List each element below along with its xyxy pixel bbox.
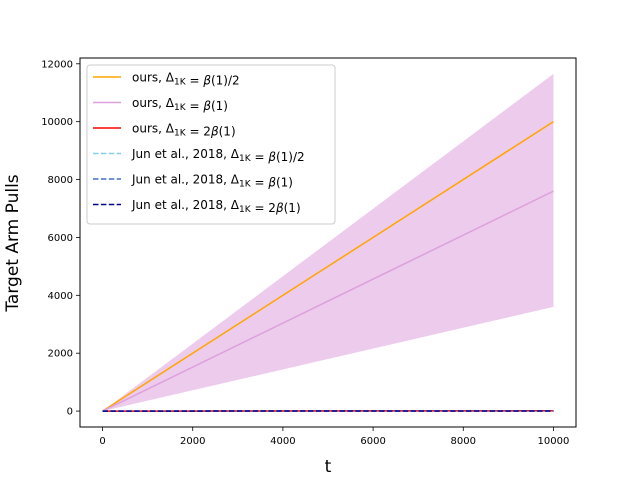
y-tick-label: 8000 [48,175,73,186]
legend-entry-4: Jun et al., 2018, Δ1K = β(1)/2 [131,147,305,164]
x-tick-label: 8000 [451,436,476,447]
confidence-band-2 [102,73,554,412]
legend-entry-2: ours, Δ1K = β(1) [132,96,228,113]
x-tick-label: 0 [99,436,105,447]
series-line-1 [102,121,554,412]
x-tick-label: 4000 [270,436,295,447]
y-tick-label: 4000 [48,291,73,302]
x-axis: 0 2000 4000 6000 8000 10000 [99,427,569,447]
y-tick-label: 12000 [41,59,73,70]
plot-area-frame [79,57,577,428]
legend: ours, Δ1K = β(1)/2 ours, Δ1K = β(1) ours, … [86,64,336,225]
legend-entry-1: ours, Δ1K = β(1)/2 [132,71,240,88]
x-axis-title: t [325,457,332,477]
x-tick-label: 2000 [180,436,205,447]
legend-entry-6: Jun et al., 2018, Δ1K = 2β(1) [131,198,301,215]
y-tick-label: 6000 [48,233,73,244]
legend-entry-3: ours, Δ1K = 2β(1) [132,122,236,139]
y-tick-label: 10000 [41,117,73,128]
y-axis-title: Target Arm Pulls [3,174,23,312]
x-tick-label: 10000 [538,436,570,447]
x-tick-label: 6000 [360,436,385,447]
legend-box [86,64,336,225]
legend-entry-5: Jun et al., 2018, Δ1K = β(1) [131,173,293,190]
y-axis: 0 2000 4000 6000 8000 10000 12000 [41,59,80,418]
y-tick-label: 0 [67,407,73,418]
y-tick-label: 2000 [48,349,73,360]
confidence-bands [102,73,554,412]
series-lines [102,121,554,412]
series-line-2 [102,190,554,412]
